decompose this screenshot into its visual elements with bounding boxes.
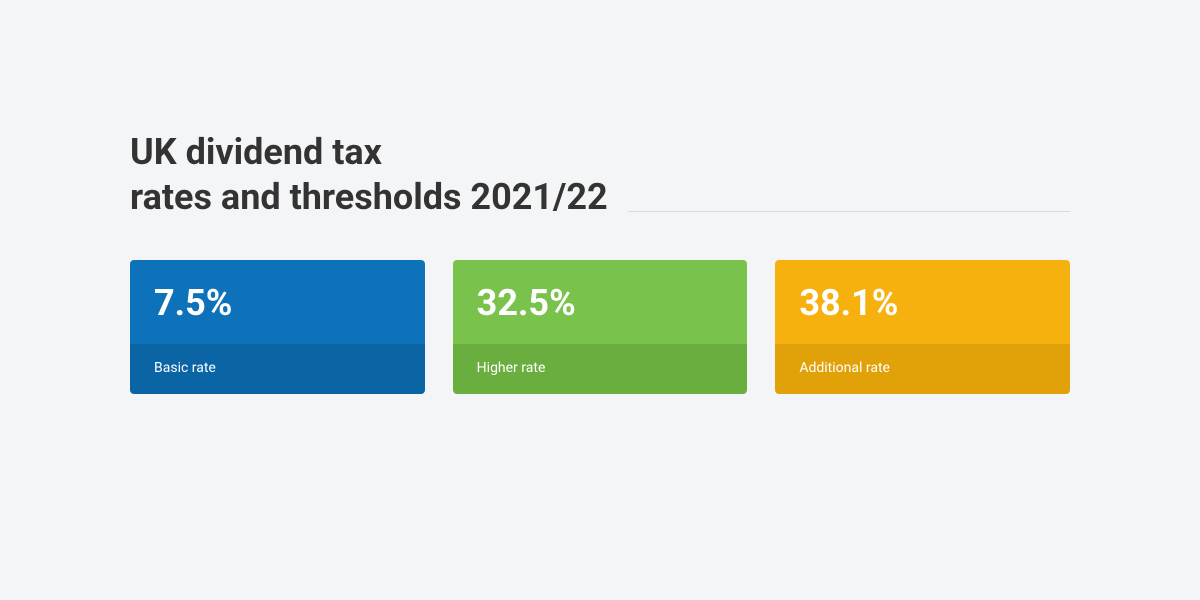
card-value: 38.1% [799,282,1046,324]
card-value: 32.5% [477,282,724,324]
card-bottom: Basic rate [130,344,425,394]
card-top: 7.5% [130,260,425,344]
card-top: 38.1% [775,260,1070,344]
stat-cards: 7.5% Basic rate 32.5% Higher rate 38.1% … [130,260,1070,394]
card-label: Additional rate [799,360,1046,376]
card-value: 7.5% [154,282,401,324]
infographic-container: UK dividend taxrates and thresholds 2021… [0,0,1200,394]
card-higher-rate: 32.5% Higher rate [453,260,748,394]
card-label: Higher rate [477,360,724,376]
card-bottom: Additional rate [775,344,1070,394]
title-line-1: UK dividend tax [130,131,382,173]
card-bottom: Higher rate [453,344,748,394]
card-label: Basic rate [154,360,401,376]
title-row: UK dividend taxrates and thresholds 2021… [130,130,1070,220]
title-line-2: rates and thresholds 2021/22 [130,176,608,218]
card-basic-rate: 7.5% Basic rate [130,260,425,394]
card-top: 32.5% [453,260,748,344]
title-divider [628,211,1070,212]
card-additional-rate: 38.1% Additional rate [775,260,1070,394]
page-title: UK dividend taxrates and thresholds 2021… [130,130,608,220]
